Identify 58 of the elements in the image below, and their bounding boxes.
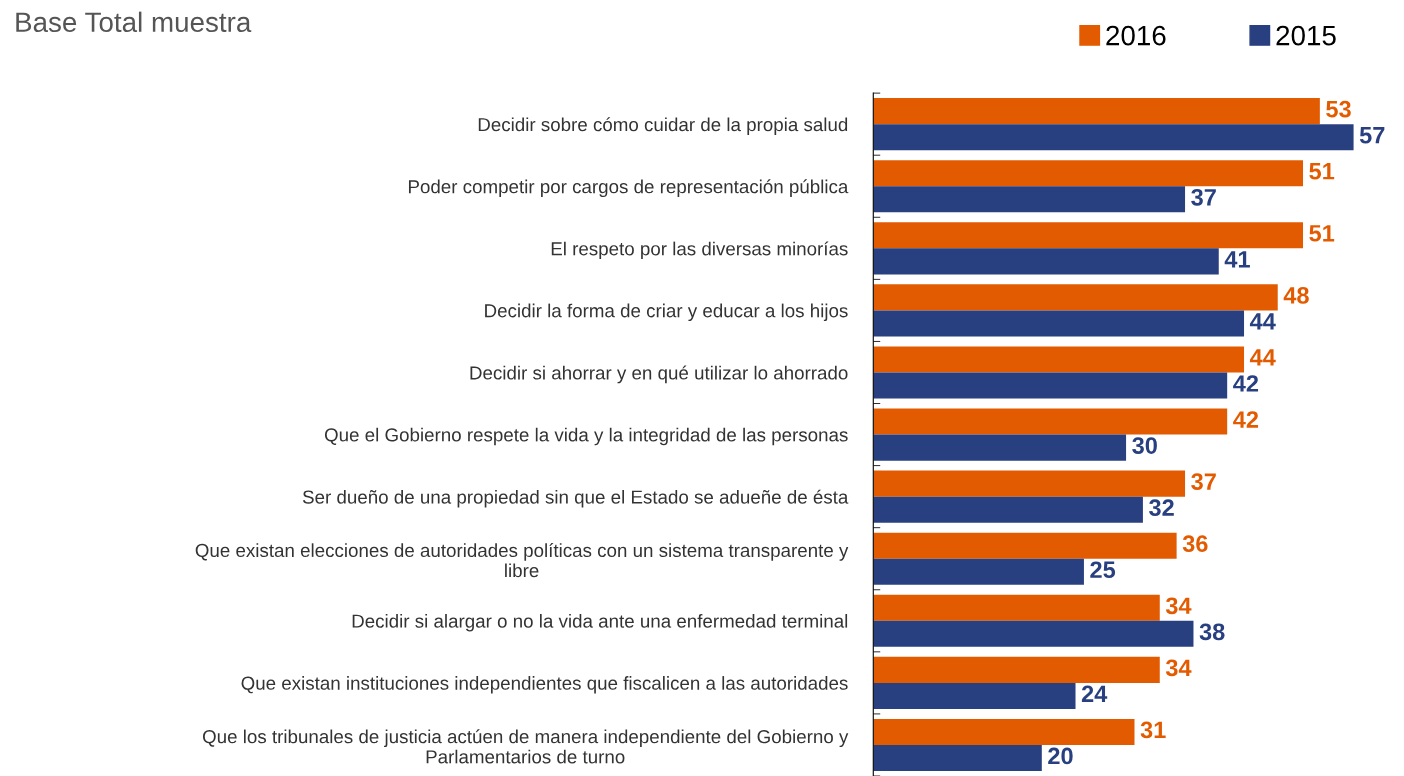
data-label: 25 xyxy=(1090,561,1116,579)
y-tick-label: Decidir si alargar o no la vida ante una enfermedad terminal xyxy=(352,614,848,632)
data-label: 37 xyxy=(1191,473,1216,490)
data-label: 42 xyxy=(1233,411,1259,428)
bar xyxy=(873,408,1228,435)
data-label: 41 xyxy=(1224,251,1250,268)
bar xyxy=(873,222,1304,249)
y-tick-label: Decidir sobre cómo cuidar de la propia salud xyxy=(478,117,848,135)
bar xyxy=(873,310,1245,337)
bar xyxy=(873,98,1320,125)
y-tick-label: Que el Gobierno respete la vida y la integridad de las personas xyxy=(324,427,848,446)
y-tick-label: Que existan instituciones independientes que fiscalicen a las autoridades xyxy=(241,676,848,694)
data-label: 51 xyxy=(1309,225,1335,242)
bar xyxy=(873,284,1278,311)
y-tick-label: Ser dueño de una propiedad sin que el Estado se adueñe de ésta xyxy=(302,489,849,508)
bar xyxy=(873,248,1219,275)
data-label: 34 xyxy=(1165,659,1192,677)
text: Base Total muestra xyxy=(16,11,252,33)
data-label: 32 xyxy=(1149,499,1174,517)
data-label: 34 xyxy=(1165,597,1192,615)
bar xyxy=(873,124,1354,151)
bar xyxy=(873,682,1076,709)
y-tick-label: El respeto por las diversas minorías xyxy=(551,241,848,260)
y-tick-label: Decidir si ahorrar y en qué utilizar lo ahorrado xyxy=(470,365,848,384)
data-label: 48 xyxy=(1283,286,1309,304)
bar xyxy=(873,620,1194,647)
bar xyxy=(873,558,1084,585)
data-label: 31 xyxy=(1140,721,1166,739)
data-label: 44 xyxy=(1249,349,1276,366)
bar xyxy=(873,532,1177,559)
y-tick-label: Que los tribunales de justicia actúen de manera independiente del Gobierno y Parlamentarios de turno xyxy=(202,729,849,764)
data-label: 38 xyxy=(1199,623,1225,641)
bar xyxy=(873,346,1245,373)
bar xyxy=(873,186,1186,213)
data-label: 36 xyxy=(1182,535,1208,553)
data-label: 42 xyxy=(1233,375,1259,392)
data-label: 53 xyxy=(1326,100,1351,118)
bar xyxy=(873,434,1127,461)
bar xyxy=(873,718,1135,745)
y-tick-label: Que existan elecciones de autoridades políticas con un sistema transparente y libre xyxy=(195,543,849,578)
data-label: 37 xyxy=(1191,188,1216,206)
legend-label: 2016 xyxy=(1106,25,1166,46)
data-label: 57 xyxy=(1359,127,1385,144)
data-label: 24 xyxy=(1081,685,1108,703)
y-tick-label: Decidir la forma de criar y educar a los hijos xyxy=(485,303,848,322)
legend-label: 2015 xyxy=(1276,25,1336,46)
bar xyxy=(873,496,1143,523)
data-label: 20 xyxy=(1048,747,1073,765)
bar xyxy=(873,160,1304,187)
bar xyxy=(873,656,1160,683)
bar xyxy=(873,470,1186,497)
data-label: 44 xyxy=(1249,313,1276,330)
bar xyxy=(873,744,1042,772)
data-label: 30 xyxy=(1132,437,1157,454)
bar xyxy=(873,594,1160,621)
bar xyxy=(873,372,1228,399)
y-tick-label: Poder competir por cargos de representación pública xyxy=(408,179,849,198)
data-label: 51 xyxy=(1309,163,1335,180)
